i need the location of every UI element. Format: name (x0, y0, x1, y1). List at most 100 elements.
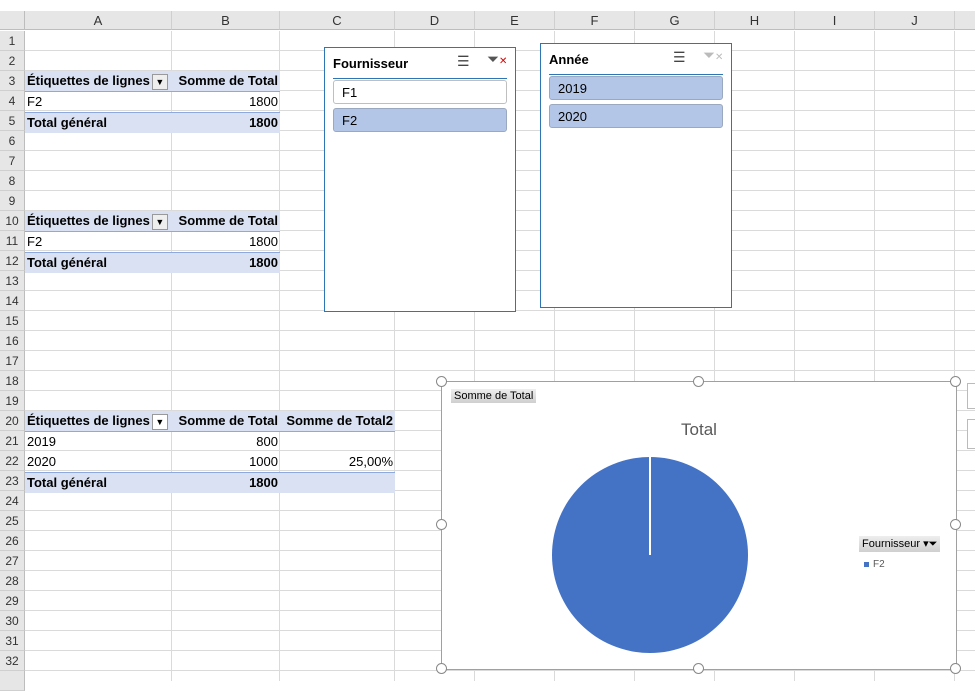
slicer-item-2019[interactable]: 2019 (549, 76, 723, 100)
pie-plot (552, 457, 748, 653)
resize-handle[interactable] (436, 663, 447, 674)
slicer-item-2020[interactable]: 2020 (549, 104, 723, 128)
row-header-16[interactable]: 16 (0, 331, 25, 351)
row-value2: 25,00% (348, 454, 393, 469)
column-header-F[interactable]: F (555, 11, 635, 30)
value-header: Somme de Total (178, 413, 278, 428)
resize-handle[interactable] (950, 519, 961, 530)
column-header-B[interactable]: B (172, 11, 280, 30)
row-header-32[interactable]: 32 (0, 651, 25, 671)
row-header-14[interactable]: 14 (0, 291, 25, 311)
row-header-25[interactable]: 25 (0, 511, 25, 531)
slicer-item-f2[interactable]: F2 (333, 108, 507, 132)
column-gridline (394, 31, 395, 681)
column-gridline (954, 31, 955, 681)
row-header-15[interactable]: 15 (0, 311, 25, 331)
row-header-9[interactable]: 9 (0, 191, 25, 211)
pie-chart[interactable]: Somme de Total Total Fournisseur ▾⏷ F2 (441, 381, 957, 670)
row-header-8[interactable]: 8 (0, 171, 25, 191)
resize-handle[interactable] (436, 376, 447, 387)
select-all-button[interactable] (0, 11, 25, 30)
row-label: 2020 (27, 454, 56, 469)
row-value: 1000 (249, 454, 278, 469)
column-header-I[interactable]: I (795, 11, 875, 30)
multi-select-icon[interactable]: ☰ (673, 49, 686, 65)
column-header-C[interactable]: C (280, 11, 395, 30)
chart-elements-button[interactable] (967, 383, 975, 409)
slicer-annee[interactable]: Année ☰ ⏷✕ 2019 2020 (540, 43, 732, 308)
row-value2 (280, 432, 395, 452)
column-header-D[interactable]: D (395, 11, 475, 30)
total-value: 1800 (249, 115, 278, 130)
column-gridline (634, 31, 635, 681)
legend-title: Fournisseur (862, 538, 921, 550)
row-header-17[interactable]: 17 (0, 351, 25, 371)
row-header-4[interactable]: 4 (0, 91, 25, 111)
row-label: F2 (27, 94, 43, 109)
total-label: Total général (27, 475, 107, 490)
row-header-1[interactable]: 1 (0, 31, 25, 51)
row-header-5[interactable]: 5 (0, 111, 25, 131)
pivot-table-3: Étiquettes de lignes ▼ Somme de Total Somme… (25, 411, 395, 493)
multi-select-icon[interactable]: ☰ (457, 53, 470, 69)
row-header-19[interactable]: 19 (0, 391, 25, 411)
row-header-2[interactable]: 2 (0, 51, 25, 71)
dropdown-icon[interactable]: ▼ (151, 413, 168, 430)
column-gridline (279, 31, 280, 681)
row-header-6[interactable]: 6 (0, 131, 25, 151)
column-header-K[interactable] (955, 11, 975, 30)
row-header-10[interactable]: 10 (0, 211, 25, 231)
resize-handle[interactable] (693, 376, 704, 387)
slicer-item-f1[interactable]: F1 (333, 80, 507, 104)
row-header-26[interactable]: 26 (0, 531, 25, 551)
column-header-G[interactable]: G (635, 11, 715, 30)
filter-dropdown-icon[interactable]: ▼ (151, 213, 168, 230)
total-label: Total général (27, 115, 107, 130)
resize-handle[interactable] (436, 519, 447, 530)
row-header-18[interactable]: 18 (0, 371, 25, 391)
slicer-fournisseur[interactable]: Fournisseur ☰ ⏷✕ F1 F2 (324, 47, 516, 312)
row-header-22[interactable]: 22 (0, 451, 25, 471)
filter-dropdown-icon[interactable]: ▼ (151, 73, 168, 90)
row-header-3[interactable]: 3 (0, 71, 25, 91)
filter-icon: ▾⏷ (923, 538, 938, 550)
row-label-header: Étiquettes de lignes (27, 213, 150, 228)
column-header-E[interactable]: E (475, 11, 555, 30)
row-header-24[interactable]: 24 (0, 491, 25, 511)
legend-item: F2 (864, 559, 885, 570)
legend-label: F2 (873, 559, 885, 570)
clear-filter-icon[interactable]: ⏷✕ (703, 47, 724, 64)
resize-handle[interactable] (950, 376, 961, 387)
column-header-A[interactable]: A (25, 11, 172, 30)
resize-handle[interactable] (693, 663, 704, 674)
row-header-13[interactable]: 13 (0, 271, 25, 291)
row-label-header: Étiquettes de lignes (27, 413, 150, 428)
pivot-table-2: Étiquettes de lignes ▼ Somme de Total F2 18… (25, 211, 280, 273)
row-header-23[interactable]: 23 (0, 471, 25, 491)
row-header-7[interactable]: 7 (0, 151, 25, 171)
row-header-11[interactable]: 11 (0, 231, 25, 251)
legend-field-button[interactable]: Fournisseur ▾⏷ (859, 536, 941, 552)
resize-handle[interactable] (950, 663, 961, 674)
row-label: F2 (27, 234, 43, 249)
row-label: 2019 (27, 434, 56, 449)
row-header-20[interactable]: 20 (0, 411, 25, 431)
column-header-J[interactable]: J (875, 11, 955, 30)
field-button-value[interactable]: Somme de Total (451, 389, 537, 403)
pivot-table-1: Étiquettes de lignes ▼ Somme de Total F2 18… (25, 71, 280, 133)
row-header-31[interactable]: 31 (0, 631, 25, 651)
row-header-21[interactable]: 21 (0, 431, 25, 451)
row-header-12[interactable]: 12 (0, 251, 25, 271)
row-header-27[interactable]: 27 (0, 551, 25, 571)
chart-styles-button[interactable] (967, 419, 975, 449)
column-header-H[interactable]: H (715, 11, 795, 30)
clear-filter-icon[interactable]: ⏷✕ (487, 51, 508, 68)
row-header-30[interactable]: 30 (0, 611, 25, 631)
total-value: 1800 (249, 255, 278, 270)
row-header-33[interactable] (0, 671, 25, 691)
column-gridline (874, 31, 875, 681)
row-header-29[interactable]: 29 (0, 591, 25, 611)
slicer-title: Année (549, 52, 589, 67)
legend-swatch (864, 562, 869, 567)
row-header-28[interactable]: 28 (0, 571, 25, 591)
